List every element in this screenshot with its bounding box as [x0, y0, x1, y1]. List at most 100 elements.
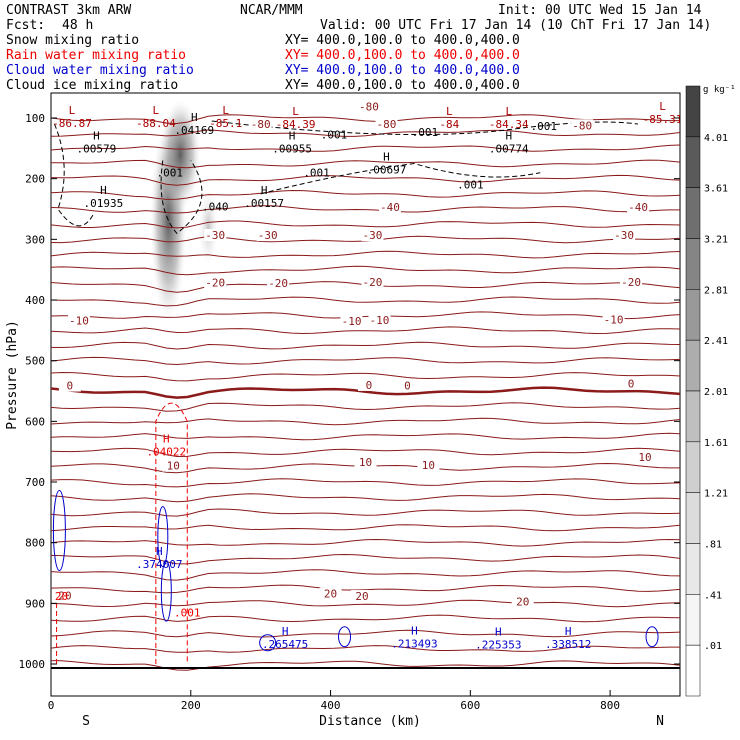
temperature-label: -30 [363, 229, 383, 242]
x-tick-label: 200 [181, 699, 201, 712]
temperature-label-bg [67, 314, 90, 327]
colorbar-swatch [685, 441, 701, 493]
plot-frame [50, 92, 681, 697]
temperature-label-bg [249, 118, 272, 131]
colorbar-level: .81 [704, 540, 722, 551]
temperature-label: -80 [251, 118, 271, 131]
legend-rain: Rain water mixing ratio [6, 48, 186, 63]
rain-contour [155, 402, 188, 664]
colorbar-level: 2.41 [704, 336, 728, 347]
temperature-label-bg [602, 313, 625, 326]
temperature-label-bg [162, 459, 185, 472]
isotherm-line [51, 508, 680, 517]
temperature-label: 0 [404, 380, 411, 393]
temperature-label-bg [375, 118, 398, 131]
temperature-label: -30 [614, 229, 634, 242]
temperature-label: -20 [621, 276, 641, 289]
extremum-value: -86.87 [52, 117, 92, 130]
isotherm-line [51, 569, 680, 581]
temperature-label: -30 [205, 229, 225, 242]
y-tick-label: 700 [25, 476, 45, 489]
colorbar-level: 3.61 [704, 184, 728, 195]
isotherm-line [51, 341, 680, 350]
isotherm-line [51, 356, 680, 366]
isotherm-line [51, 326, 680, 335]
colorbar-swatch [685, 289, 701, 341]
colorbar-unit: g kg⁻¹ [703, 85, 736, 95]
direction-south: S [82, 714, 90, 729]
temperature-label: 0 [366, 379, 373, 392]
cloud-water-contour [338, 626, 352, 648]
extremum-mark: H [282, 625, 289, 638]
colorbar-level: 1.61 [704, 438, 728, 449]
temperature-label-bg [634, 451, 657, 464]
extremum-mark: H [495, 626, 502, 639]
temperature-label: 20 [324, 588, 337, 601]
temperature-label-bg [571, 119, 594, 132]
isotherm-line [51, 189, 680, 200]
temperature-label-bg [357, 378, 380, 391]
temperature-label-bg [351, 590, 374, 603]
isotherm-line [51, 432, 680, 441]
y-tick-label: 300 [25, 233, 45, 246]
extremum-mark: H [191, 111, 198, 124]
extremum-value: .374007 [136, 558, 182, 571]
isotherm-line [51, 614, 680, 623]
cloud-water-contour [259, 634, 277, 652]
temperature-label: 10 [638, 451, 651, 464]
colorbar-swatch [685, 492, 701, 544]
temperature-label: 20 [355, 590, 368, 603]
extremum-mark: L [222, 104, 229, 117]
model-title: CONTRAST 3km ARW [6, 3, 131, 18]
temperature-label: 0 [628, 378, 635, 391]
contour-label: .001 [530, 120, 557, 133]
extremum-value: .00579 [77, 142, 117, 155]
cloud-water-contours [52, 490, 659, 652]
contour-labels: -80 -80 -80 -80 -40 -40 -30 -30 -30 -30 -20 -20 -20 -… [52, 100, 680, 651]
temperature-label-bg [511, 595, 534, 608]
isotherm-line [51, 645, 680, 653]
isotherm-line [51, 174, 680, 186]
y-tick-label: 900 [25, 597, 45, 610]
colorbar-level: 4.01 [704, 133, 728, 144]
temperature-label-bg [340, 315, 363, 328]
x-tick-label: 0 [48, 699, 55, 712]
isotherm-line [51, 296, 680, 307]
y-tick-label: 600 [25, 415, 45, 428]
isotherm-line [51, 250, 680, 259]
extremum-mark: L [659, 100, 666, 113]
extremum-value: .00697 [367, 164, 407, 177]
contour-label: .040 [202, 201, 229, 214]
colorbar-swatch [685, 390, 701, 443]
legend-cloud-ice-xy: XY= 400.0,100.0 to 400.0,400.0 [285, 78, 520, 93]
temperature-label: -40 [628, 201, 648, 214]
temperature-label-bg [378, 201, 401, 214]
colorbar-swatch [685, 238, 701, 290]
temperature-label-bg [319, 587, 342, 600]
org-title: NCAR/MMM [240, 3, 303, 18]
x-tick-label: 400 [321, 699, 341, 712]
contour-label: .001 [157, 167, 184, 180]
colorbar-swatch [685, 136, 701, 188]
contour-label: .001 [321, 128, 348, 141]
temperature-label-bg [357, 100, 380, 113]
colorbar-level: 2.01 [704, 387, 728, 398]
temperature-label: -80 [572, 119, 592, 132]
temperature-label: -80 [359, 100, 379, 113]
extremum-value: .00955 [272, 142, 312, 155]
temperature-label: -20 [268, 277, 288, 290]
extremum-mark: H [383, 151, 390, 164]
fcst-value: 48 h [62, 18, 93, 33]
plot-area: -80 -80 -80 -80 -40 -40 -30 -30 -30 -30 -20 -20 -20 -… [19, 92, 681, 712]
temperature-label: -40 [380, 201, 400, 214]
colorbar-level: 1.21 [704, 489, 728, 500]
extremum-mark: L [153, 104, 160, 117]
temperature-label-bg [620, 377, 643, 390]
cloud-water-contour [52, 490, 66, 572]
x-tick-label: 600 [460, 699, 480, 712]
y-tick-label: 100 [25, 112, 45, 125]
legend-cloud-water-xy: XY= 400.0,100.0 to 400.0,400.0 [285, 63, 520, 78]
y-tick-label: 200 [25, 173, 45, 186]
